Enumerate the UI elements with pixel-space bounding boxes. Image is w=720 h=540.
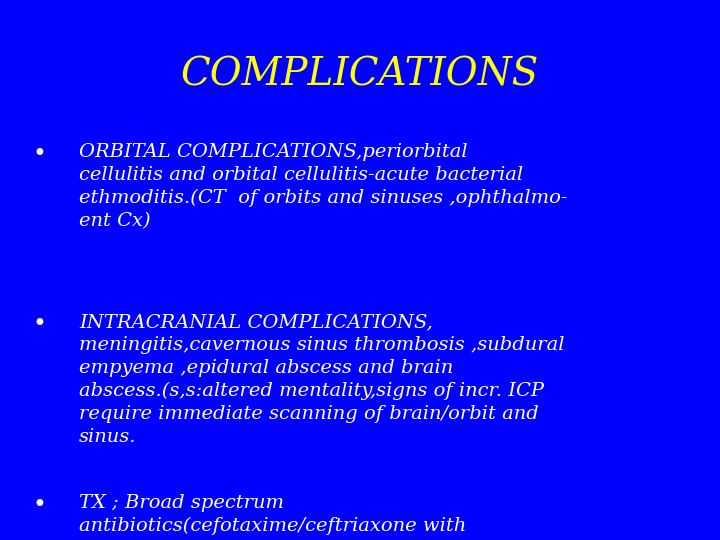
Text: TX ; Broad spectrum
antibiotics(cefotaxime/ceftriaxone with: TX ; Broad spectrum antibiotics(cefotaxi…	[79, 494, 467, 535]
Text: COMPLICATIONS: COMPLICATIONS	[181, 57, 539, 94]
Text: INTRACRANIAL COMPLICATIONS,
meningitis,cavernous sinus thrombosis ,subdural
empy: INTRACRANIAL COMPLICATIONS, meningitis,c…	[79, 313, 564, 446]
Text: •: •	[32, 143, 47, 166]
Text: •: •	[32, 494, 47, 517]
Text: ORBITAL COMPLICATIONS,periorbital
cellulitis and orbital cellulitis-acute bacter: ORBITAL COMPLICATIONS,periorbital cellul…	[79, 143, 567, 230]
Text: •: •	[32, 313, 47, 336]
